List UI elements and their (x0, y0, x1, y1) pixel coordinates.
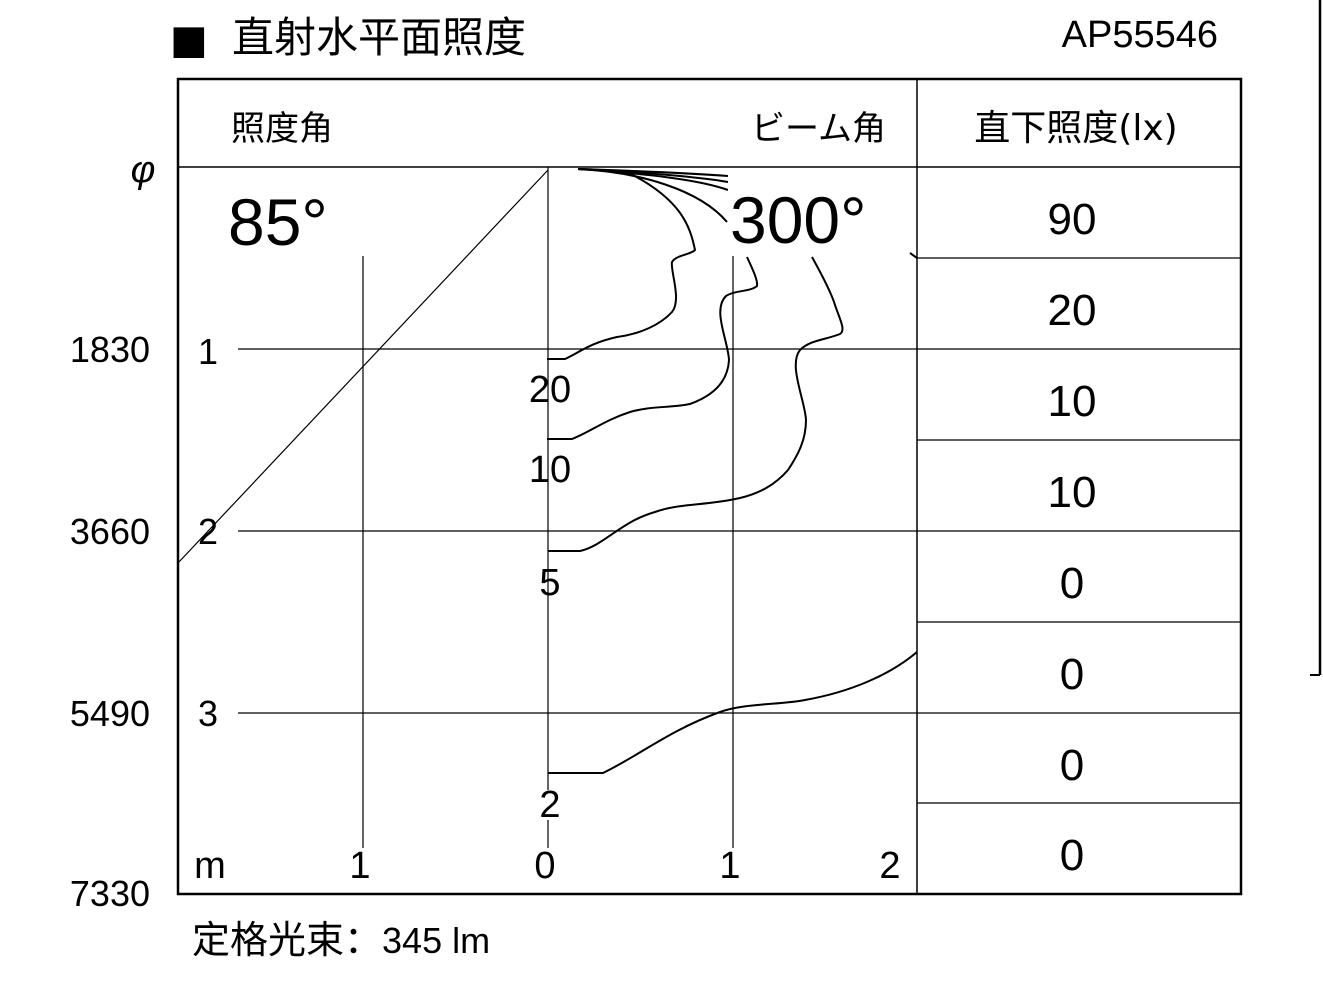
direct-illuminance-values: 90 20 10 10 0 0 0 0 (1048, 195, 1097, 880)
direct-value: 10 (1048, 377, 1097, 426)
contour-label: 20 (529, 369, 571, 411)
left-axis: 1830 3660 5490 7330 1 2 3 (70, 329, 218, 914)
footer-separator: ： (344, 920, 382, 962)
contour-label: 5 (539, 562, 560, 604)
isolux-curve-10 (547, 168, 759, 440)
page-title: 直射水平面照度 (232, 13, 526, 62)
illum-angle-value: 85° (228, 185, 328, 259)
direct-value: 0 (1060, 650, 1084, 699)
chart-frame (176, 77, 1243, 896)
isolux-curves (547, 168, 918, 774)
beam-angle-bg (728, 180, 878, 250)
beam-angle-value: 300° (730, 183, 867, 257)
rated-flux-label: 定格光束 (192, 918, 344, 962)
contour-label: 2 (539, 784, 560, 826)
footer-line: 定格光束：345 lm (192, 918, 490, 962)
distance-label: 1 (349, 845, 370, 887)
illum-angle-label: 照度角 (231, 109, 333, 149)
distance-label: 2 (879, 845, 900, 887)
title-marker: ■ (170, 17, 208, 63)
distance-label: 0 (534, 845, 555, 887)
diameter-label: 1830 (70, 329, 150, 370)
height-label: 1 (198, 331, 218, 372)
bottom-axis: m 1 0 1 2 (194, 845, 900, 887)
direct-value: 10 (1048, 468, 1097, 517)
diameter-label: 5490 (70, 693, 150, 734)
height-label: 3 (198, 693, 218, 734)
tick-mark (909, 252, 918, 259)
rated-flux-value: 345 lm (382, 920, 490, 961)
model-number: AP55546 (1062, 14, 1218, 56)
direct-value: 0 (1060, 559, 1084, 608)
direct-value: 90 (1048, 195, 1097, 244)
grid (238, 167, 1241, 848)
direct-value: 0 (1060, 741, 1084, 790)
height-label: 2 (198, 511, 218, 552)
isolux-curve-5 (548, 256, 844, 552)
phi-symbol: φ (131, 149, 156, 191)
direct-illuminance-label: 直下照度(lx) (974, 108, 1177, 149)
isolux-curve-2 (548, 651, 918, 774)
beam-angle-line (177, 169, 549, 564)
isolux-curve-20 (547, 168, 697, 360)
beam-angle-label: ビーム角 (751, 109, 886, 149)
direct-value: 20 (1048, 286, 1097, 335)
diameter-label: 7330 (70, 873, 150, 914)
unit-label: m (194, 845, 226, 887)
distance-label: 1 (719, 845, 740, 887)
contour-label: 10 (529, 449, 571, 491)
direct-value: 0 (1060, 831, 1084, 880)
diameter-label: 3660 (70, 511, 150, 552)
